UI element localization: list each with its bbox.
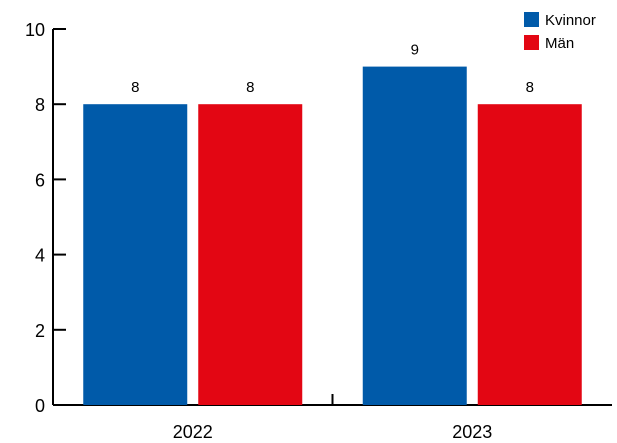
legend: Kvinnor Män <box>524 12 596 52</box>
y-tick-label: 10 <box>25 20 45 40</box>
y-tick-label: 8 <box>35 95 45 115</box>
data-label: 8 <box>131 79 139 96</box>
x-tick-label: 2023 <box>452 422 492 442</box>
legend-swatch <box>524 12 539 27</box>
bar-m-n-2023 <box>477 104 582 405</box>
y-axis: 0 2 4 6 8 10 <box>25 20 66 416</box>
legend-swatch <box>524 35 539 50</box>
legend-label: Kvinnor <box>545 12 596 29</box>
data-label: 8 <box>246 79 254 96</box>
y-tick-label: 6 <box>35 170 45 190</box>
data-label: 9 <box>411 42 419 59</box>
bar-m-n-2022 <box>198 104 303 405</box>
data-label: 8 <box>526 79 534 96</box>
y-tick-label: 0 <box>35 396 45 416</box>
data-labels: 8 8 9 8 <box>131 42 534 97</box>
bars <box>83 66 582 405</box>
bar-kvinnor-2023 <box>362 66 467 405</box>
legend-label: Män <box>545 35 574 52</box>
y-tick-label: 4 <box>35 246 45 266</box>
y-tick-label: 2 <box>35 321 45 341</box>
bar-kvinnor-2022 <box>83 104 188 405</box>
x-tick-label: 2022 <box>173 422 213 442</box>
